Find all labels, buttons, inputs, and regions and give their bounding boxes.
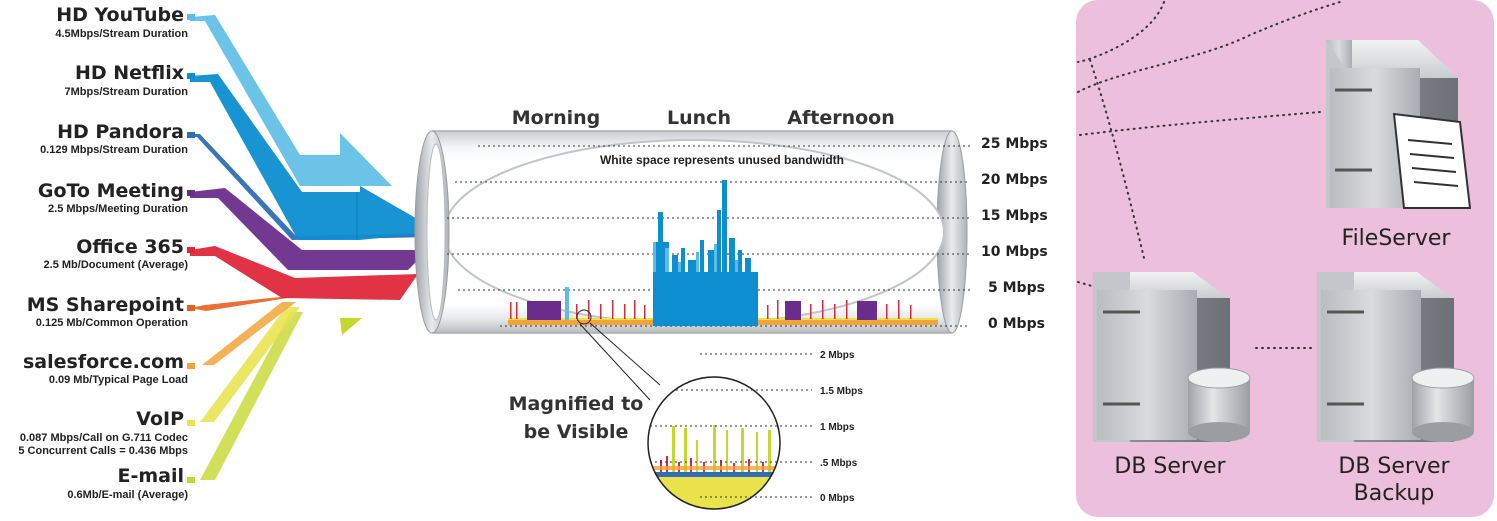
db-server-label: DB Server: [1114, 454, 1226, 479]
fileserver-label: FileServer: [1342, 226, 1452, 251]
mag-scale-0-5: .5 Mbps: [820, 458, 858, 469]
mag-scale-2: 2 Mbps: [820, 350, 855, 361]
db-server-backup-label-2: Backup: [1354, 481, 1435, 506]
fileserver: FileServer: [1326, 40, 1472, 251]
ribbon-e-mail: [190, 312, 303, 480]
app-detail: 2.5 Mb/Document (Average): [44, 259, 189, 271]
app-salesforce: salesforce.com 0.09 Mb/Typical Page Load: [23, 351, 195, 386]
scale-0: 0 Mbps: [988, 316, 1045, 332]
app-office-365: Office 365 2.5 Mb/Document (Average): [44, 236, 195, 271]
app-ribbons: [190, 15, 440, 480]
app-detail: 0.129 Mbps/Stream Duration: [40, 144, 188, 156]
app-detail: 0.125 Mb/Common Operation: [36, 317, 188, 329]
app-ms-sharepoint: MS Sharepoint 0.125 Mb/Common Operation: [27, 294, 195, 329]
pipe-traffic: [508, 180, 938, 326]
app-detail: 0.087 Mbps/Call on G.711 Codec: [20, 432, 188, 444]
ribbon-sharepoint: [190, 296, 300, 311]
network-panel: FileServer DB Server: [1076, 0, 1494, 517]
period-morning: Morning: [512, 107, 601, 129]
mag-scale-1: 1 Mbps: [820, 422, 855, 433]
app-name: GoTo Meeting: [38, 180, 184, 202]
app-detail: 7Mbps/Stream Duration: [65, 86, 189, 98]
app-name: Office 365: [76, 236, 184, 258]
period-afternoon: Afternoon: [787, 107, 894, 129]
scale-25: 25 Mbps: [981, 136, 1048, 152]
app-e-mail: E-mail 0.6Mb/E-mail (Average): [67, 465, 195, 501]
app-labels: HD YouTube 4.5Mbps/Stream Duration HD Ne…: [18, 4, 195, 501]
database-icon: [1411, 367, 1475, 442]
magnifier-scale: 2 Mbps 1.5 Mbps 1 Mbps .5 Mbps 0 Mbps: [820, 350, 863, 504]
bandwidth-pipe: Morning Lunch Afternoon White space repr…: [414, 107, 1048, 334]
app-detail: 0.09 Mb/Typical Page Load: [49, 374, 188, 386]
scale-10: 10 Mbps: [981, 244, 1048, 260]
app-detail: 4.5Mbps/Stream Duration: [55, 28, 188, 40]
app-hd-youtube: HD YouTube 4.5Mbps/Stream Duration: [55, 4, 195, 40]
ribbon-netflix: [190, 74, 440, 240]
scale-15: 15 Mbps: [981, 208, 1048, 224]
magnifier-caption-line2: be Visible: [524, 421, 629, 443]
database-icon: [1187, 367, 1251, 442]
app-voip: VoIP 0.087 Mbps/Call on G.711 Codec 5 Co…: [18, 408, 195, 457]
ribbon-email-arrow: [340, 318, 362, 335]
db-server-backup: DB Server Backup: [1317, 272, 1475, 506]
ribbon-office365: [190, 246, 418, 300]
app-name: HD Netflix: [75, 62, 184, 84]
app-detail: 0.6Mb/E-mail (Average): [67, 489, 188, 501]
db-server: DB Server: [1093, 272, 1251, 479]
app-goto-meeting: GoTo Meeting 2.5 Mbps/Meeting Duration: [38, 180, 195, 215]
app-hd-netflix: HD Netflix 7Mbps/Stream Duration: [65, 62, 195, 98]
mag-scale-0: 0 Mbps: [820, 493, 855, 504]
mag-scale-1-5: 1.5 Mbps: [820, 386, 863, 397]
db-server-backup-label: DB Server: [1338, 454, 1450, 479]
app-name: VoIP: [136, 408, 184, 430]
app-name: salesforce.com: [23, 351, 184, 373]
app-detail-2: 5 Concurrent Calls = 0.436 Mbps: [18, 445, 188, 457]
scale-5: 5 Mbps: [988, 280, 1045, 296]
document-icon: [1392, 112, 1472, 209]
unused-bandwidth-note: White space represents unused bandwidth: [600, 153, 844, 167]
app-name: HD YouTube: [56, 4, 184, 26]
scale-20: 20 Mbps: [981, 172, 1048, 188]
ribbon-gotomeeting: [190, 188, 428, 270]
ribbon-youtube: [190, 15, 392, 186]
app-name: E-mail: [117, 465, 184, 487]
app-detail: 2.5 Mbps/Meeting Duration: [48, 203, 188, 215]
app-name: HD Pandora: [57, 121, 184, 143]
ribbon-salesforce: [190, 302, 296, 365]
magnifier: 2 Mbps 1.5 Mbps 1 Mbps .5 Mbps 0 Mbps Ma…: [509, 322, 863, 510]
app-name: MS Sharepoint: [27, 294, 184, 316]
period-lunch: Lunch: [667, 107, 731, 129]
ribbon-voip: [190, 307, 300, 422]
magnifier-caption-line1: Magnified to: [509, 393, 644, 415]
pipe-scale: 25 Mbps 20 Mbps 15 Mbps 10 Mbps 5 Mbps 0…: [981, 136, 1048, 332]
network-links: [1077, 1, 1341, 349]
app-hd-pandora: HD Pandora 0.129 Mbps/Stream Duration: [40, 121, 195, 156]
